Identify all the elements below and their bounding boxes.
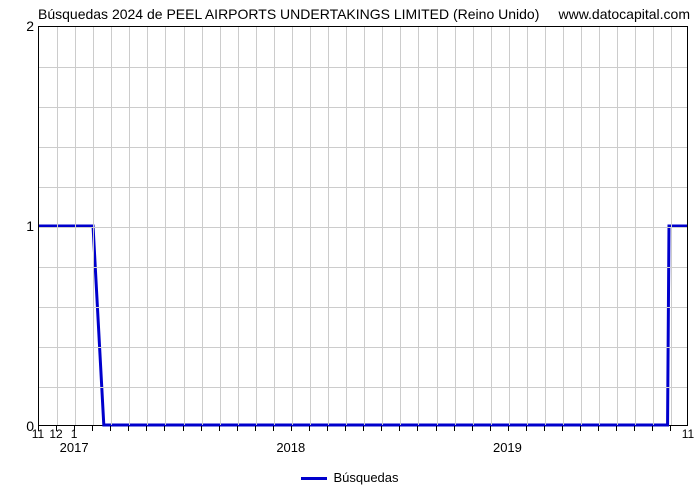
gridline-vertical (653, 27, 654, 425)
plot-area (38, 26, 688, 426)
x-axis-minor-tick (652, 426, 653, 431)
chart-container: Búsquedas 2024 de PEEL AIRPORTS UNDERTAK… (0, 0, 700, 500)
x-axis-minor-tick (128, 426, 129, 431)
legend-swatch (301, 477, 327, 480)
x-axis-minor-tick (345, 426, 346, 431)
gridline-vertical (310, 27, 311, 425)
x-axis-minor-tick (291, 426, 292, 431)
x-axis-year-label: 2019 (493, 440, 522, 455)
line-layer (39, 27, 687, 425)
x-axis-month-label: 12 (49, 427, 62, 441)
gridline-vertical (509, 27, 510, 425)
gridline-horizontal-minor (39, 187, 687, 188)
legend: Búsquedas (0, 470, 700, 485)
x-axis-minor-tick (219, 426, 220, 431)
x-axis-minor-tick (110, 426, 111, 431)
x-axis-minor-tick (490, 426, 491, 431)
x-axis-minor-tick (634, 426, 635, 431)
gridline-horizontal-minor (39, 67, 687, 68)
x-axis-minor-tick (399, 426, 400, 431)
gridline-vertical (400, 27, 401, 425)
gridline-horizontal-minor (39, 107, 687, 108)
x-axis-minor-tick (164, 426, 165, 431)
gridline-horizontal (39, 227, 687, 228)
x-axis-minor-tick (670, 426, 671, 431)
x-axis-minor-tick (183, 426, 184, 431)
x-axis-minor-tick (363, 426, 364, 431)
gridline-vertical (93, 27, 94, 425)
gridline-vertical (617, 27, 618, 425)
chart-title: Búsquedas 2024 de PEEL AIRPORTS UNDERTAK… (38, 6, 539, 22)
gridline-vertical (57, 27, 58, 425)
x-axis-minor-tick (327, 426, 328, 431)
gridline-vertical (364, 27, 365, 425)
gridline-horizontal-minor (39, 147, 687, 148)
gridline-vertical (527, 27, 528, 425)
x-axis-minor-tick (255, 426, 256, 431)
x-axis-minor-tick (237, 426, 238, 431)
gridline-vertical (111, 27, 112, 425)
x-axis-minor-tick (417, 426, 418, 431)
x-axis-month-label: 11 (32, 427, 44, 441)
gridline-horizontal-minor (39, 347, 687, 348)
x-axis-minor-tick (526, 426, 527, 431)
gridline-vertical (545, 27, 546, 425)
gridline-vertical (165, 27, 166, 425)
x-axis-minor-tick (508, 426, 509, 431)
gridline-vertical (75, 27, 76, 425)
x-axis-minor-tick (309, 426, 310, 431)
x-axis-minor-tick (381, 426, 382, 431)
gridline-vertical (184, 27, 185, 425)
gridline-vertical (437, 27, 438, 425)
x-axis-minor-tick (201, 426, 202, 431)
y-axis-tick-label: 1 (12, 218, 34, 234)
y-axis-tick-label: 0 (12, 418, 34, 434)
x-axis-minor-tick (562, 426, 563, 431)
x-axis-year-label: 2017 (60, 440, 89, 455)
x-axis-year-label: 2018 (276, 440, 305, 455)
gridline-vertical (491, 27, 492, 425)
gridline-vertical (581, 27, 582, 425)
chart-source-url: www.datocapital.com (558, 6, 690, 22)
gridline-vertical (238, 27, 239, 425)
gridline-vertical (346, 27, 347, 425)
gridline-vertical (147, 27, 148, 425)
y-axis-tick-label: 2 (12, 18, 34, 34)
x-axis-month-label: 1 (71, 427, 78, 441)
gridline-vertical (274, 27, 275, 425)
x-axis-minor-tick (580, 426, 581, 431)
x-axis-month-label: 11 (682, 427, 694, 441)
x-axis-minor-tick (544, 426, 545, 431)
gridline-vertical (256, 27, 257, 425)
gridline-vertical (418, 27, 419, 425)
data-series-line (39, 226, 687, 425)
gridline-vertical (671, 27, 672, 425)
gridline-vertical (473, 27, 474, 425)
gridline-vertical (599, 27, 600, 425)
x-axis-minor-tick (273, 426, 274, 431)
x-axis-minor-tick (598, 426, 599, 431)
gridline-vertical (635, 27, 636, 425)
x-axis-minor-tick (146, 426, 147, 431)
gridline-vertical (220, 27, 221, 425)
x-axis-minor-tick (616, 426, 617, 431)
x-axis-minor-tick (472, 426, 473, 431)
gridline-vertical (129, 27, 130, 425)
gridline-vertical (292, 27, 293, 425)
x-axis-minor-tick (436, 426, 437, 431)
x-axis-minor-tick (454, 426, 455, 431)
gridline-horizontal-minor (39, 387, 687, 388)
gridline-vertical (563, 27, 564, 425)
gridline-vertical (202, 27, 203, 425)
gridline-vertical (382, 27, 383, 425)
legend-label: Búsquedas (333, 470, 398, 485)
gridline-vertical (455, 27, 456, 425)
gridline-horizontal-minor (39, 267, 687, 268)
gridline-vertical (328, 27, 329, 425)
x-axis-minor-tick (92, 426, 93, 431)
gridline-horizontal-minor (39, 307, 687, 308)
